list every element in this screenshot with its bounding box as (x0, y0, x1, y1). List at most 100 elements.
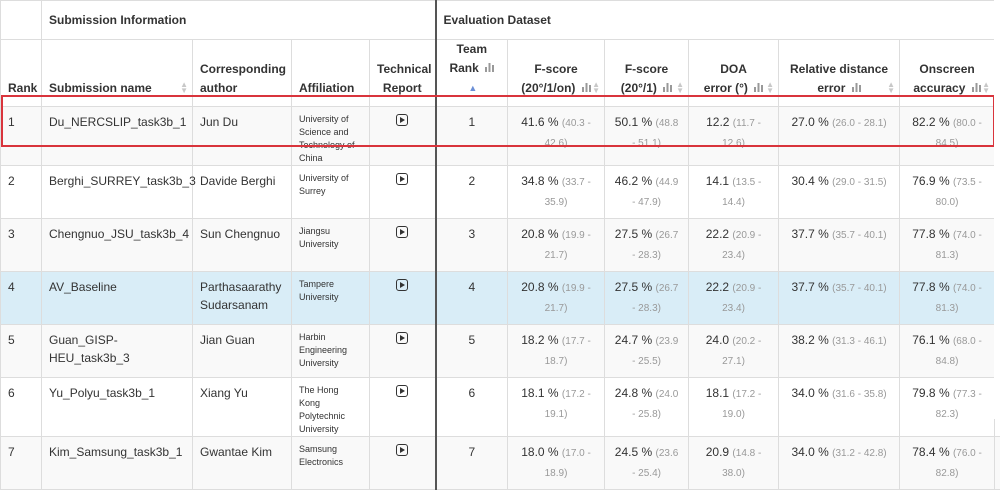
col-affiliation[interactable]: Affiliation (292, 40, 370, 107)
doa-value: 14.1 (706, 174, 729, 188)
play-document-icon[interactable] (396, 114, 408, 126)
doa-value: 18.1 (706, 386, 729, 400)
cell-rank: 1 (1, 107, 42, 166)
bar-chart-icon[interactable] (754, 83, 763, 92)
sort-icon[interactable]: ▲▼ (982, 82, 990, 94)
col-onscreen-accuracy[interactable]: Onscreen accuracy ▲▼ (900, 40, 995, 107)
col-rank-label: Rank (8, 81, 37, 95)
play-document-icon[interactable] (396, 385, 408, 397)
rel-distance-value: 38.2 % (791, 333, 828, 347)
col-rank[interactable]: Rank (1, 40, 42, 107)
col-affiliation-label: Affiliation (299, 81, 354, 95)
cell-fscore2: 46.2 % (44.9 - 47.9) (605, 166, 689, 219)
col-technical-report[interactable]: Technical Report (370, 40, 436, 107)
cell-author: Jian Guan (193, 325, 292, 378)
col-doa-label-2: error (°) (704, 81, 748, 95)
cell-fscore1: 18.2 % (17.7 - 18.7) (508, 325, 605, 378)
cell-fscore1: 41.6 % (40.3 - 42.6) (508, 107, 605, 166)
onscreen-value: 82.2 % (912, 115, 949, 129)
bar-chart-icon[interactable] (972, 83, 981, 92)
team-rank-value: 7 (468, 445, 475, 459)
cell-author: Davide Berghi (193, 166, 292, 219)
rank-value: 4 (8, 280, 15, 294)
rank-value: 1 (8, 115, 15, 129)
affiliation-name: The Hong Kong Polytechnic University (299, 385, 345, 434)
cell-fscore1: 20.8 % (19.9 - 21.7) (508, 219, 605, 272)
col-fscore2-label-1: F-score (625, 62, 668, 76)
group-submission-info: Submission Information (42, 1, 436, 40)
cell-fscore1: 20.8 % (19.9 - 21.7) (508, 272, 605, 325)
fscore1-value: 20.8 % (521, 227, 558, 241)
author-name: Davide Berghi (200, 174, 275, 188)
submission-name: AV_Baseline (49, 280, 117, 294)
cell-affiliation: Samsung Electronics (292, 437, 370, 490)
cell-team-rank: 6 (436, 378, 508, 437)
cell-doa: 22.2 (20.9 - 23.4) (689, 272, 779, 325)
col-author-label-2: author (200, 81, 237, 95)
col-fscore-20-1-on[interactable]: F-score (20°/1/on) ▲▼ (508, 40, 605, 107)
team-rank-value: 4 (468, 280, 475, 294)
bar-chart-icon[interactable] (582, 83, 591, 92)
doa-value: 24.0 (706, 333, 729, 347)
col-onscreen-label-2: accuracy (913, 81, 965, 95)
cell-technical-report (370, 325, 436, 378)
sort-icon[interactable]: ▲▼ (592, 82, 600, 94)
col-corresponding-author[interactable]: Corresponding author (193, 40, 292, 107)
cell-onscreen: 76.9 % (73.5 - 80.0) (900, 166, 995, 219)
bar-chart-icon[interactable] (485, 63, 494, 72)
play-document-icon[interactable] (396, 279, 408, 291)
sort-asc-icon[interactable]: ▲ (468, 83, 477, 93)
sort-icon[interactable]: ▲▼ (676, 82, 684, 94)
cell-affiliation: University of Science and Technology of … (292, 107, 370, 166)
cell-rank: 5 (1, 325, 42, 378)
rank-value: 2 (8, 174, 15, 188)
rel-distance-value: 27.0 % (791, 115, 828, 129)
fscore1-value: 18.0 % (521, 445, 558, 459)
cell-team-rank: 4 (436, 272, 508, 325)
cell-author: Sun Chengnuo (193, 219, 292, 272)
cell-affiliation: Harbin Engineering University (292, 325, 370, 378)
bar-chart-icon[interactable] (852, 83, 861, 92)
cell-rel-distance: 38.2 % (31.3 - 46.1) (779, 325, 900, 378)
fscore2-value: 24.7 % (615, 333, 652, 347)
cell-doa: 14.1 (13.5 - 14.4) (689, 166, 779, 219)
cell-rank: 2 (1, 166, 42, 219)
play-document-icon[interactable] (396, 173, 408, 185)
fscore1-value: 34.8 % (521, 174, 558, 188)
author-name: Sun Chengnuo (200, 227, 280, 241)
cell-onscreen: 77.8 % (74.0 - 81.3) (900, 272, 995, 325)
play-document-icon[interactable] (396, 332, 408, 344)
cell-author: Xiang Yu (193, 378, 292, 437)
cell-fscore1: 18.1 % (17.2 - 19.1) (508, 378, 605, 437)
col-fscore-20-1[interactable]: F-score (20°/1) ▲▼ (605, 40, 689, 107)
cell-doa: 20.9 (14.8 - 38.0) (689, 437, 779, 490)
col-doa-error[interactable]: DOA error (°) ▲▼ (689, 40, 779, 107)
col-relative-distance-error[interactable]: Relative distance error ▲▼ (779, 40, 900, 107)
doa-value: 20.9 (706, 445, 729, 459)
rel-distance-ci: (35.7 - 40.1) (832, 230, 886, 241)
rel-distance-ci: (26.0 - 28.1) (832, 118, 886, 129)
sort-icon[interactable]: ▲▼ (766, 82, 774, 94)
cell-technical-report (370, 107, 436, 166)
cell-fscore2: 24.5 % (23.6 - 25.4) (605, 437, 689, 490)
sort-icon[interactable]: ▲▼ (887, 82, 895, 94)
play-document-icon[interactable] (396, 226, 408, 238)
bar-chart-icon[interactable] (663, 83, 672, 92)
submission-name: Kim_Samsung_task3b_1 (49, 445, 182, 459)
play-document-icon[interactable] (396, 444, 408, 456)
sort-icon[interactable]: ▲▼ (180, 82, 188, 94)
fscore1-value: 41.6 % (521, 115, 558, 129)
col-submission-name[interactable]: Submission name ▲▼ (42, 40, 193, 107)
author-name: Xiang Yu (200, 386, 248, 400)
col-team-rank[interactable]: Team Rank ▲ (436, 40, 508, 107)
rel-distance-value: 37.7 % (791, 227, 828, 241)
cell-technical-report (370, 219, 436, 272)
submission-name: Berghi_SURREY_task3b_3 (49, 174, 196, 188)
cell-rank: 4 (1, 272, 42, 325)
fscore1-value: 18.1 % (521, 386, 558, 400)
